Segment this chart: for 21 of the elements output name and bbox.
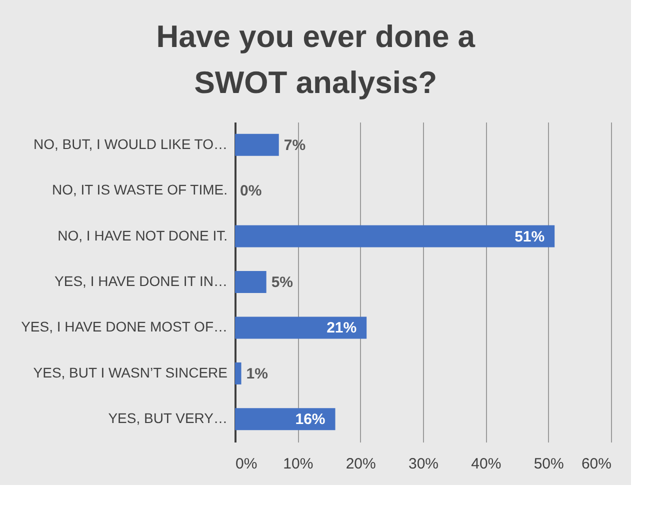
x-tick-label: 50% <box>534 456 564 472</box>
data-label: 0% <box>240 182 262 200</box>
x-tick-label: 30% <box>408 456 439 472</box>
data-label: 21% <box>326 320 357 337</box>
x-tick-label: 40% <box>471 456 502 472</box>
data-label: 16% <box>295 411 326 428</box>
data-label: 5% <box>271 274 294 291</box>
x-tick-label: 0% <box>236 456 258 472</box>
y-tick-label: NO, IT IS WASTE OF TIME. <box>52 182 228 198</box>
y-tick-label: NO, BUT, I WOULD LIKE TO… <box>34 136 228 152</box>
x-tick-label: 10% <box>283 456 314 472</box>
y-tick-label: NO, I HAVE NOT DONE IT. <box>58 227 228 244</box>
data-label: 51% <box>514 228 545 246</box>
data-label: 1% <box>246 365 268 382</box>
x-tick-label: 20% <box>346 456 376 472</box>
x-tick-label: 60% <box>581 456 612 472</box>
y-tick-label: YES, BUT VERY… <box>108 410 228 426</box>
y-tick-label: YES, I HAVE DONE MOST OF… <box>21 318 228 335</box>
chart-title: Have you ever done a SWOT analysis? <box>156 19 476 100</box>
y-tick-label: YES, BUT I WASN’T SINCERE <box>33 364 228 380</box>
y-tick-label: YES, I HAVE DONE IT IN… <box>54 273 228 289</box>
